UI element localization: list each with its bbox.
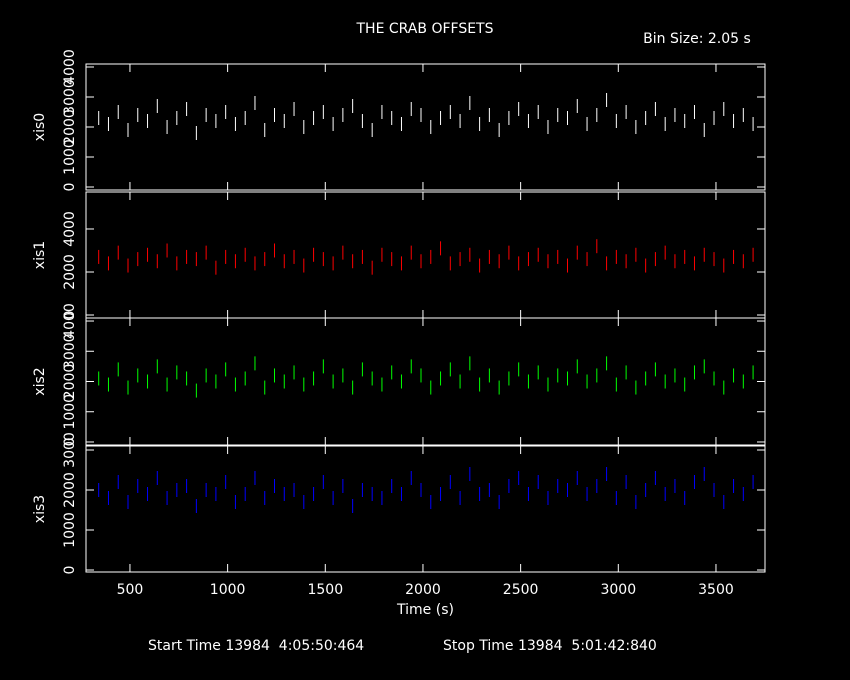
y-tick-label: 1000 [62,394,78,430]
x-tick-label: 3500 [698,582,734,598]
y-axis-label: xis1 [32,241,48,269]
y-tick-label: 0 [62,566,78,575]
x-tick-label: 1500 [307,582,343,598]
y-tick-label: 3000 [62,333,78,369]
y-tick-label: 2000 [62,254,78,290]
y-tick-label: 0 [62,311,78,320]
y-axis-label: xis0 [32,113,48,141]
chart-title: THE CRAB OFFSETS [356,21,494,37]
y-tick-label: 1000 [62,512,78,548]
bin-size: Bin Size: 2.05 s [643,31,751,47]
x-axis-label: Time (s) [396,602,454,618]
x-tick-label: 2000 [405,582,441,598]
x-tick-label: 500 [117,582,144,598]
y-tick-label: 2000 [62,472,78,508]
x-tick-label: 2500 [503,582,539,598]
panel-frame [85,191,766,319]
y-tick-label: 0 [62,183,78,192]
y-tick-label: 3000 [62,432,78,468]
y-axis-label: xis3 [32,495,48,523]
start-time: Start Time 13984 4:05:50:464 [148,638,364,654]
y-tick-label: 0 [62,438,78,447]
y-tick-label: 2000 [62,364,78,400]
panel-frame [85,317,766,446]
panel-frame [85,63,766,191]
x-tick-label: 1000 [210,582,246,598]
panel-frame [85,445,766,573]
y-tick-label: 4000 [62,49,78,85]
y-tick-label: 4000 [62,211,78,247]
y-tick-label: 3000 [62,79,78,115]
y-tick-label: 2000 [62,109,78,145]
y-tick-label: 4000 [62,303,78,339]
y-tick-label: 1000 [62,139,78,175]
x-tick-label: 3000 [600,582,636,598]
y-axis-label: xis2 [32,367,48,395]
stop-time: Stop Time 13984 5:01:42:840 [443,638,657,654]
